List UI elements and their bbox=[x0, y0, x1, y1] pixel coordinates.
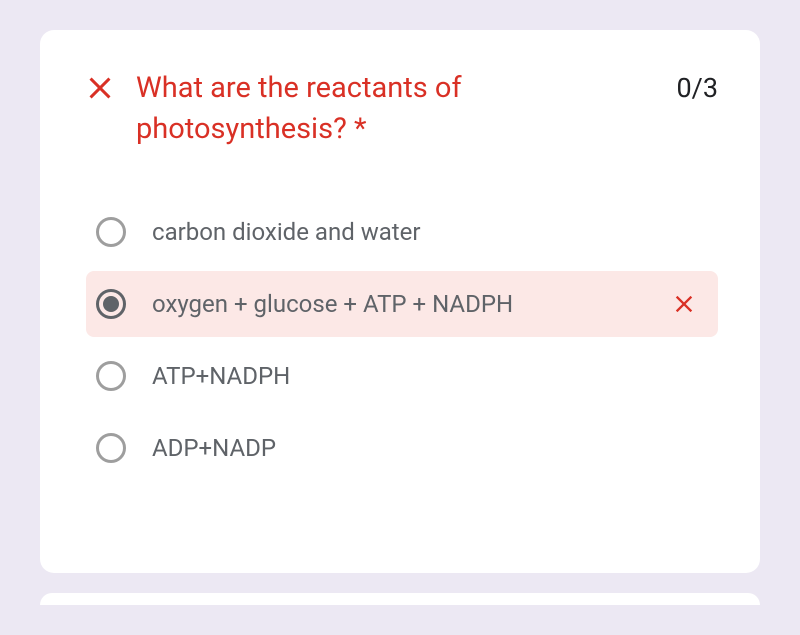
radio-icon bbox=[96, 361, 126, 391]
option-0[interactable]: carbon dioxide and water bbox=[86, 199, 718, 265]
option-2[interactable]: ATP+NADPH bbox=[86, 343, 718, 409]
wrong-mark-icon bbox=[670, 290, 698, 318]
radio-icon bbox=[96, 217, 126, 247]
option-label: ADP+NADP bbox=[152, 434, 698, 462]
option-3[interactable]: ADP+NADP bbox=[86, 415, 718, 481]
question-header: What are the reactants of photosynthesis… bbox=[82, 68, 718, 149]
options-list: carbon dioxide and water oxygen + glucos… bbox=[82, 199, 718, 481]
question-card: What are the reactants of photosynthesis… bbox=[40, 30, 760, 573]
option-label: carbon dioxide and water bbox=[152, 218, 698, 246]
wrong-icon bbox=[82, 70, 118, 106]
question-text: What are the reactants of photosynthesis… bbox=[136, 68, 677, 149]
radio-dot bbox=[103, 296, 119, 312]
option-label: ATP+NADPH bbox=[152, 362, 698, 390]
radio-icon bbox=[96, 289, 126, 319]
radio-icon bbox=[96, 433, 126, 463]
question-score: 0/3 bbox=[677, 72, 719, 104]
option-1[interactable]: oxygen + glucose + ATP + NADPH bbox=[86, 271, 718, 337]
next-card-peek bbox=[40, 593, 760, 605]
option-label: oxygen + glucose + ATP + NADPH bbox=[152, 290, 670, 318]
